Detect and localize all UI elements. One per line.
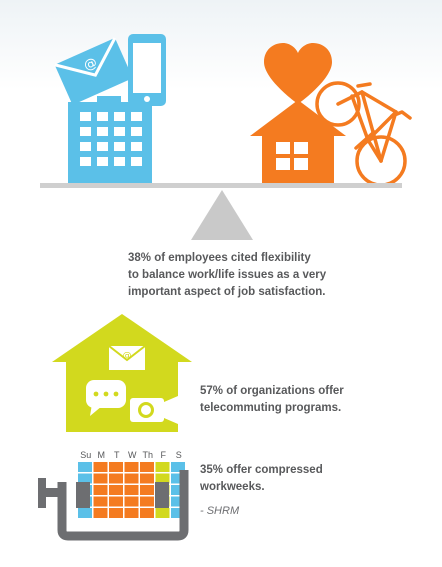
calendar-cell xyxy=(93,496,108,507)
calendar-cell xyxy=(155,473,170,484)
compressed-line-1: 35% offer compressed xyxy=(200,464,323,476)
building-window xyxy=(131,157,142,166)
calendar-cell xyxy=(93,485,108,495)
fulcrum-triangle-icon xyxy=(191,190,253,240)
building-window xyxy=(97,112,108,121)
calendar-cell xyxy=(124,485,139,495)
building-window xyxy=(131,142,142,151)
telecommuting-line-2: telecommuting programs. xyxy=(200,402,342,414)
telecommute-house: @ xyxy=(52,314,192,432)
calendar-day-label: W xyxy=(128,450,137,460)
calendar-cell xyxy=(155,462,170,472)
calendar-cell xyxy=(171,485,185,495)
calendar-cell xyxy=(93,473,108,484)
flexibility-line-2: to balance work/life issues as a very xyxy=(128,269,327,281)
calendar-cell xyxy=(109,462,123,472)
calendar-cell xyxy=(78,508,92,518)
calendar-day-label: Su xyxy=(80,450,91,460)
calendar-day-label: S xyxy=(176,450,182,460)
calendar-day-label: T xyxy=(114,450,120,460)
balance-beam xyxy=(40,183,402,188)
calendar-cell xyxy=(93,462,108,472)
calendar-cell xyxy=(140,496,154,507)
telecommuting-line-1: 57% of organizations offer xyxy=(200,385,344,397)
calendar-cell xyxy=(140,462,154,472)
clamp-icon xyxy=(38,470,189,541)
flexibility-line-3: important aspect of job satisfaction. xyxy=(128,286,326,298)
calendar-cell xyxy=(109,473,123,484)
telecommuting-statement: 57% of organizations offer telecommuting… xyxy=(200,383,400,417)
calendar-cell xyxy=(140,473,154,484)
svg-text:@: @ xyxy=(82,55,100,74)
calendar-cell xyxy=(155,508,170,518)
calendar-cell xyxy=(171,508,185,518)
email-icon: @ xyxy=(108,345,146,370)
building-window xyxy=(97,142,108,151)
calendar-cell xyxy=(109,485,123,495)
flexibility-line-1: 38% of employees cited flexibility xyxy=(128,252,311,264)
heart-icon xyxy=(264,43,332,104)
life-side xyxy=(250,43,412,187)
work-side: @ xyxy=(54,34,166,184)
calendar-cell xyxy=(109,508,123,518)
envelope-icon: @ xyxy=(54,37,133,105)
building-window xyxy=(114,142,125,151)
building-window xyxy=(131,127,142,136)
calendar-cell xyxy=(171,496,185,507)
building-window xyxy=(80,157,91,166)
building-window xyxy=(97,127,108,136)
building-window xyxy=(131,112,142,121)
calendar-cell xyxy=(140,508,154,518)
phone-icon xyxy=(128,34,166,106)
calendar-cell xyxy=(171,473,185,484)
calendar-cell xyxy=(124,508,139,518)
building-window xyxy=(80,112,91,121)
calendar-day-label: F xyxy=(161,450,167,460)
building-window xyxy=(80,142,91,151)
calendar-cell xyxy=(124,496,139,507)
svg-text:@: @ xyxy=(123,351,132,361)
source-citation: - SHRM xyxy=(200,505,240,517)
building-window xyxy=(97,157,108,166)
video-camera-icon xyxy=(130,396,178,424)
building-window xyxy=(114,112,125,121)
building-window xyxy=(80,127,91,136)
calendar-cell xyxy=(109,496,123,507)
building-window xyxy=(114,127,125,136)
flexibility-statement: 38% of employees cited flexibility to ba… xyxy=(128,250,368,301)
calendar-cell xyxy=(124,462,139,472)
calendar-cell xyxy=(78,473,92,484)
calendar-day-label: M xyxy=(98,450,106,460)
calendar-cell xyxy=(124,473,139,484)
office-building-icon xyxy=(68,96,152,184)
compressed-workweek-statement: 35% offer compressed workweeks. xyxy=(200,462,330,496)
building-window xyxy=(114,157,125,166)
calendar-day-label: Th xyxy=(142,450,153,460)
chat-bubble-icon xyxy=(86,380,126,416)
calendar-cell xyxy=(171,462,185,472)
compressed-line-2: workweeks. xyxy=(200,481,265,493)
house-icon xyxy=(250,100,346,186)
calendar-cell xyxy=(93,508,108,518)
calendar-cell xyxy=(140,485,154,495)
calendar-cell xyxy=(78,462,92,472)
